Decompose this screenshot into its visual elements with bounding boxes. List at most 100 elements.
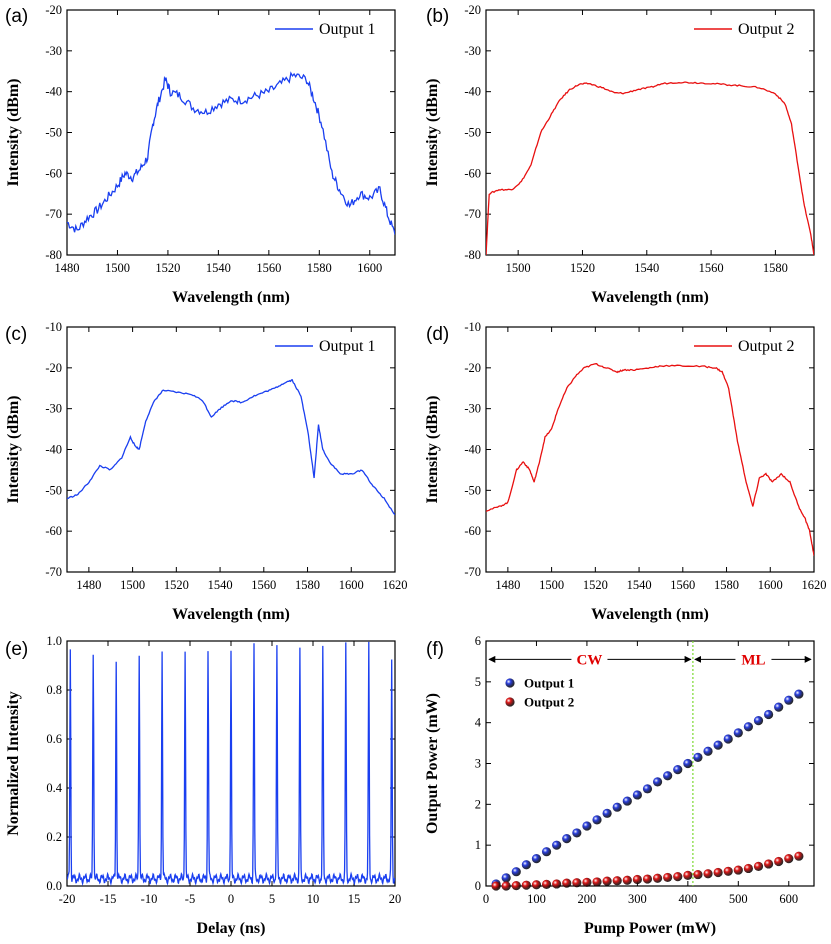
cw-region-label: CW xyxy=(577,652,603,668)
data-point-output1 xyxy=(652,777,663,787)
y-tick-label: 2 xyxy=(475,797,481,811)
spectrum-line xyxy=(67,71,395,235)
data-point-output2 xyxy=(612,876,622,886)
panel-3: 1480 1500 1520 1540 1560 1580 1600 1620 -70 -60 -5… xyxy=(424,320,827,623)
y-tick-label: -30 xyxy=(45,44,62,58)
panel-2: 1480 1500 1520 1540 1560 1580 1600 1620 -70 -60 -5… xyxy=(5,320,408,623)
data-point-output2 xyxy=(713,867,723,878)
y-tick-label: -10 xyxy=(45,320,62,334)
data-point-output1 xyxy=(552,840,562,850)
x-tick-label: 0 xyxy=(483,892,489,906)
data-point-output2 xyxy=(491,881,501,891)
data-point-output2 xyxy=(531,880,542,890)
y-tick-label: 0 xyxy=(475,879,481,893)
data-point-output2 xyxy=(652,873,663,883)
x-tick-label: 1520 xyxy=(155,261,180,275)
data-point-output2 xyxy=(622,875,632,885)
x-tick-label: 1600 xyxy=(357,261,382,275)
data-point-output1 xyxy=(743,722,754,732)
x-tick-label: 200 xyxy=(578,892,597,906)
y-tick-label: -60 xyxy=(45,524,62,538)
x-axis-label: Delay (ns) xyxy=(197,920,266,937)
data-point-output2 xyxy=(753,861,764,872)
data-point-output2 xyxy=(723,866,733,876)
y-tick-label: 5 xyxy=(475,675,481,689)
data-point-output1 xyxy=(794,689,804,699)
data-point-output2 xyxy=(541,879,552,889)
panel-0: 1480 1500 1520 1540 1560 1580 1600 -80 -70 -60 -50… xyxy=(5,3,396,306)
data-point-output1 xyxy=(784,695,794,705)
plot-frame xyxy=(66,9,396,256)
y-axis-label: Intensity (dBm) xyxy=(5,78,22,186)
y-tick-label: 3 xyxy=(475,757,481,771)
data-point-output2 xyxy=(743,863,754,874)
panel-label: (e) xyxy=(5,639,28,660)
panel-label: (b) xyxy=(426,6,449,27)
data-point-output2 xyxy=(763,859,774,869)
y-tick-label: -50 xyxy=(45,483,62,497)
x-tick-label: 1500 xyxy=(105,261,130,275)
panel-1: 1500 1520 1540 1560 1580 -80 -70 -60 -50 -40 -30 -2… xyxy=(424,3,815,306)
y-tick-label: -10 xyxy=(464,320,481,334)
data-point-output1 xyxy=(582,821,592,831)
x-tick-label: 1520 xyxy=(570,261,595,275)
y-tick-label: 6 xyxy=(475,634,481,648)
data-point-output2 xyxy=(511,880,521,891)
legend-marker xyxy=(505,697,515,707)
y-tick-label: 0.6 xyxy=(46,732,62,746)
legend-label: Output 2 xyxy=(524,695,574,710)
y-tick-label: 4 xyxy=(475,716,482,730)
legend-label: Output 1 xyxy=(524,676,574,691)
y-axis-label: Intensity (dBm) xyxy=(424,395,441,503)
data-point-output2 xyxy=(582,877,592,887)
y-tick-label: -50 xyxy=(464,483,481,497)
y-tick-label: -20 xyxy=(464,3,481,17)
x-tick-label: 1500 xyxy=(120,578,145,592)
data-point-output1 xyxy=(622,796,632,806)
plot-frame xyxy=(66,326,396,573)
data-point-output1 xyxy=(774,702,784,712)
data-point-output2 xyxy=(632,874,642,885)
y-tick-label: -80 xyxy=(464,248,481,262)
data-point-output1 xyxy=(531,854,542,864)
data-point-output2 xyxy=(683,870,693,880)
x-tick-label: 5 xyxy=(269,892,275,906)
data-point-output2 xyxy=(521,880,531,890)
y-tick-label: -30 xyxy=(464,402,481,416)
data-point-output1 xyxy=(602,808,612,818)
x-tick-label: 300 xyxy=(628,892,647,906)
y-tick-label: 1 xyxy=(475,838,481,852)
spectrum-line xyxy=(67,379,395,516)
y-tick-label: -20 xyxy=(464,361,481,375)
x-tick-label: 1560 xyxy=(699,261,724,275)
data-point-output2 xyxy=(774,856,784,867)
y-tick-label: -20 xyxy=(45,361,62,375)
x-tick-label: 1520 xyxy=(164,578,189,592)
y-tick-label: -70 xyxy=(464,207,481,221)
data-point-output1 xyxy=(562,834,572,844)
x-tick-label: 10 xyxy=(307,892,320,906)
panel-4: -20 -15 -10 -5 0 5 10 15 20 0.0 0.2 0.4 0.6 0.8 1.0 Del… xyxy=(5,634,401,937)
data-point-output1 xyxy=(703,746,713,756)
y-tick-label: 1.0 xyxy=(46,634,62,648)
y-tick-label: 0.2 xyxy=(46,830,62,844)
x-tick-label: -10 xyxy=(141,892,158,906)
data-point-output1 xyxy=(673,765,683,775)
y-axis-label: Normalized Intensity xyxy=(5,691,22,835)
data-point-output1 xyxy=(501,873,511,883)
x-tick-label: -5 xyxy=(185,892,195,906)
x-tick-label: 1540 xyxy=(208,578,233,592)
y-axis-label: Output Power (mW) xyxy=(424,693,441,834)
x-tick-label: 400 xyxy=(678,892,697,906)
data-point-output1 xyxy=(541,847,552,857)
x-tick-label: 600 xyxy=(779,892,798,906)
y-tick-label: -70 xyxy=(45,207,62,221)
panel-label: (f) xyxy=(426,639,444,660)
ml-label-bg xyxy=(735,650,772,669)
x-tick-label: 1620 xyxy=(383,578,408,592)
x-tick-label: 1620 xyxy=(802,578,827,592)
data-point-output1 xyxy=(763,709,774,720)
data-point-output2 xyxy=(592,877,602,887)
cw-label-bg xyxy=(571,650,608,669)
